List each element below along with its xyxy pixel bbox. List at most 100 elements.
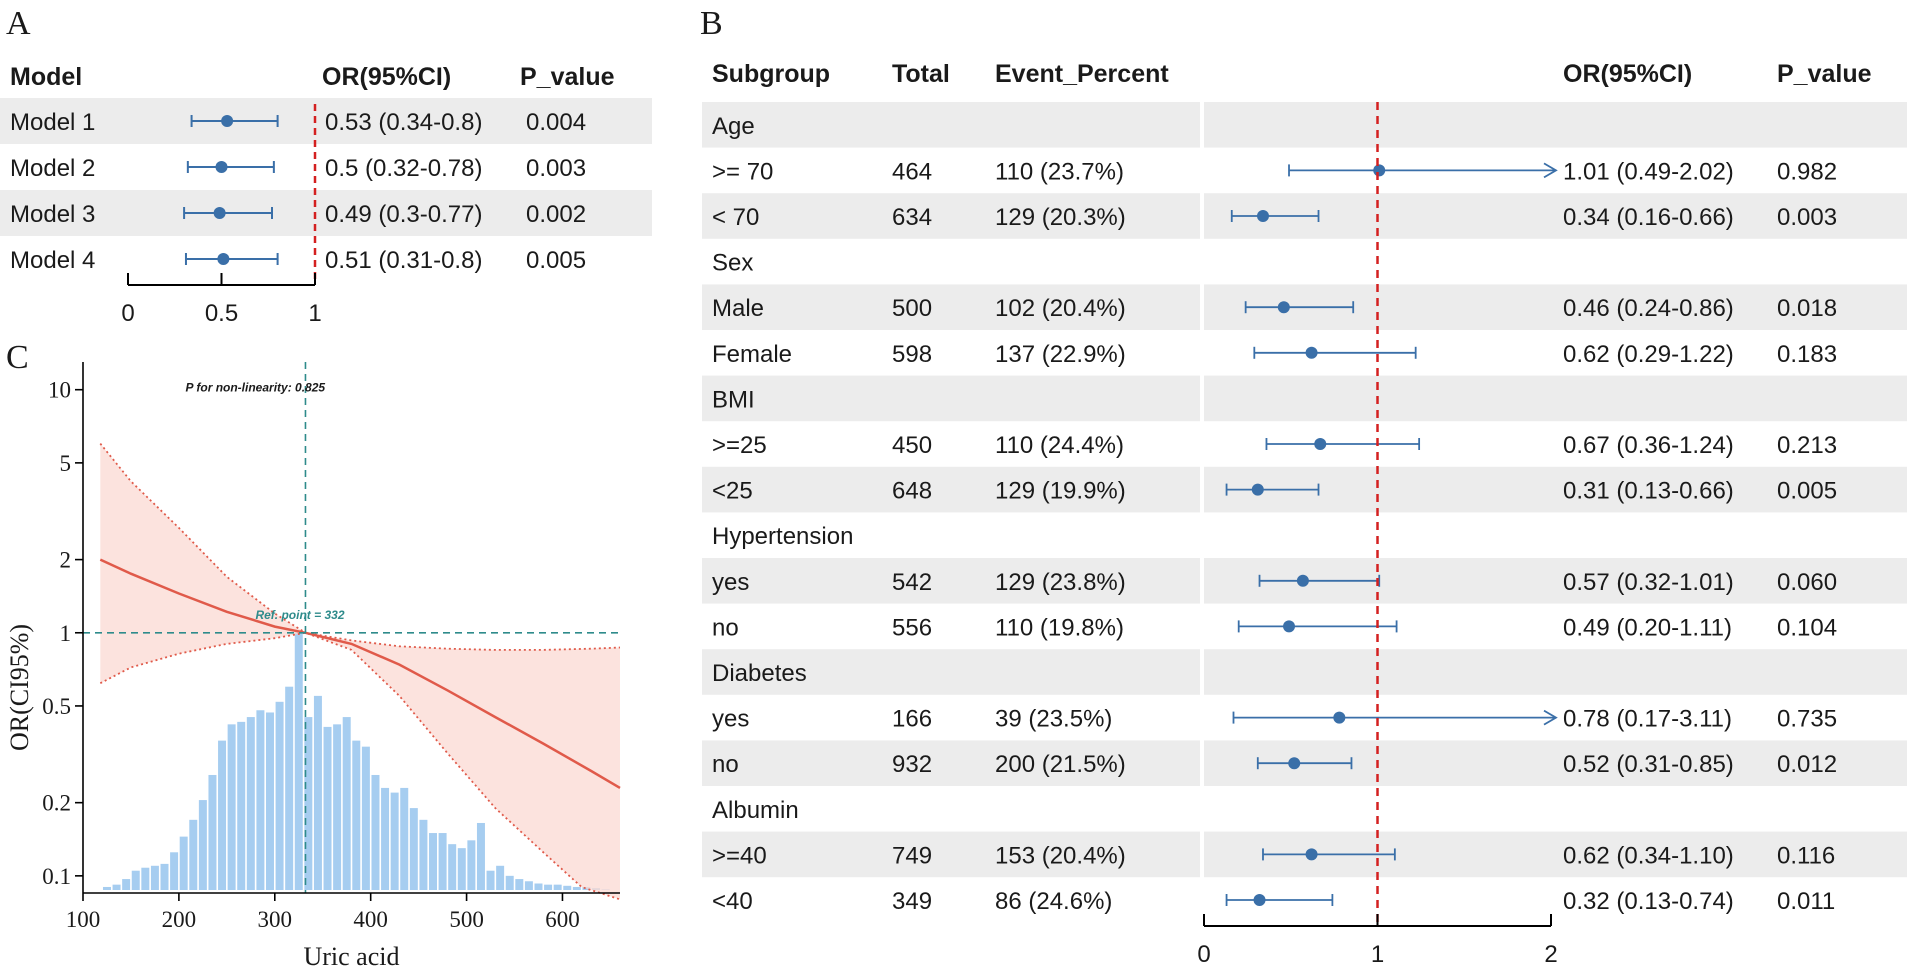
- b-row-or-text: 1.01 (0.49-2.02): [1563, 158, 1734, 185]
- b-row-p-value: 0.011: [1777, 888, 1835, 915]
- c-lower-ci-line: [99, 631, 621, 901]
- b-row-label: yes: [712, 569, 749, 596]
- b-row-label: <25: [712, 478, 753, 505]
- a-row-shade: [0, 190, 652, 236]
- c-or-curve: [99, 558, 621, 789]
- c-x-tick-label: 300: [258, 907, 293, 932]
- b-row-shade: [702, 193, 1200, 239]
- b-row-p-value: 0.005: [1777, 478, 1837, 505]
- b-row-shade: [702, 375, 1200, 422]
- b-row-or-text: 0.62 (0.34-1.10): [1563, 842, 1734, 869]
- c-upper-ci-line: [99, 443, 621, 651]
- panel-b-subgroup-forest-plot: Subgroup Total Event_Percent OR(95%CI) P…: [702, 60, 1907, 968]
- b-row-event: 39 (23.5%): [995, 706, 1112, 733]
- b-point-estimate: [1288, 757, 1301, 770]
- b-point-estimate: [1305, 848, 1318, 861]
- c-histogram-bar: [381, 787, 390, 890]
- a-axis-tick-label: 0: [121, 300, 134, 327]
- b-row-total: 648: [892, 478, 932, 505]
- b-row-shade: [702, 466, 1200, 513]
- c-y-axis-title: OR(CI95%): [5, 624, 34, 751]
- c-histogram-bar: [544, 884, 553, 890]
- c-histogram-bar: [246, 717, 255, 890]
- a-row-p-value: 0.003: [526, 155, 586, 182]
- a-row-or-text: 0.5 (0.32-0.78): [325, 155, 482, 182]
- b-row-or-text: 0.67 (0.36-1.24): [1563, 432, 1734, 459]
- a-axis-tick-label: 0.5: [205, 300, 238, 327]
- panel-label-c: C: [6, 339, 29, 376]
- a-header-or: OR(95%CI): [322, 63, 451, 91]
- c-histogram-bar: [237, 721, 246, 890]
- b-row-total: 464: [892, 158, 932, 185]
- c-x-axis-title: Uric acid: [303, 942, 399, 971]
- panel-label-b: B: [700, 5, 723, 42]
- c-y-tick-label: 0.2: [42, 791, 71, 816]
- c-histogram-bar: [265, 712, 274, 890]
- b-group-header: Diabetes: [712, 660, 807, 687]
- b-row-event: 200 (21.5%): [995, 751, 1126, 778]
- b-row-p-value: 0.012: [1777, 751, 1837, 778]
- c-histogram-bar: [179, 836, 188, 890]
- b-row-shade: [702, 831, 1200, 878]
- a-row-label: Model 2: [10, 155, 95, 182]
- b-row-p-value: 0.116: [1777, 842, 1835, 869]
- b-row-event: 110 (19.8%): [995, 614, 1124, 641]
- c-histogram-bar: [189, 819, 198, 890]
- b-row-label: < 70: [712, 204, 759, 231]
- a-row-p-value: 0.002: [526, 201, 586, 228]
- c-nonlinearity-annotation: P for non-linearity: 0.825: [185, 381, 325, 395]
- b-header-total: Total: [892, 60, 950, 88]
- c-histogram-bar: [285, 686, 294, 890]
- a-row-p-value: 0.004: [526, 109, 586, 136]
- b-point-estimate: [1333, 711, 1346, 724]
- b-row-or-text: 0.31 (0.13-0.66): [1563, 478, 1734, 505]
- a-x-axis: 0 0.5 1: [121, 273, 322, 327]
- c-y-tick-label: 10: [48, 378, 71, 403]
- b-row-event: 129 (19.9%): [995, 478, 1126, 505]
- c-y-tick-label: 2: [60, 548, 72, 573]
- b-row-shade: [702, 649, 1200, 695]
- b-row-total: 500: [892, 295, 932, 322]
- c-y-tick-label: 0.1: [42, 864, 71, 889]
- b-point-estimate: [1251, 483, 1264, 496]
- c-histogram-bar: [361, 746, 370, 890]
- a-row-shade: [0, 98, 652, 144]
- b-row-shade: [1204, 193, 1907, 239]
- c-histogram-bar: [572, 886, 581, 890]
- b-row-or-text: 0.34 (0.16-0.66): [1563, 204, 1734, 231]
- b-row-shade: [1204, 466, 1907, 513]
- b-row-shade: [702, 740, 1200, 786]
- b-row-event: 153 (20.4%): [995, 842, 1126, 869]
- c-y-tick-label: 1: [60, 621, 72, 646]
- b-row-shade: [1204, 375, 1907, 422]
- b-axis-tick-label: 2: [1544, 941, 1557, 968]
- b-row-p-value: 0.213: [1777, 432, 1837, 459]
- b-header-p: P_value: [1777, 60, 1872, 88]
- a-row-or-text: 0.53 (0.34-0.8): [325, 109, 482, 136]
- b-row-label: >= 70: [712, 158, 773, 185]
- b-row-or-text: 0.57 (0.32-1.01): [1563, 569, 1734, 596]
- c-histogram-bar: [429, 833, 438, 890]
- b-row-label: no: [712, 614, 739, 641]
- c-histogram-bar: [563, 885, 572, 890]
- c-histogram-bar: [390, 792, 399, 890]
- b-x-axis: 0 1 2: [1197, 914, 1558, 968]
- b-row-event: 110 (24.4%): [995, 432, 1124, 459]
- b-row-label: >=25: [712, 432, 767, 459]
- c-histogram-bar: [313, 695, 322, 890]
- panel-a-forest-plot: Model OR(95%CI) P_value Model 1 0.53 (0.3…: [0, 63, 652, 327]
- b-group-header: BMI: [712, 386, 755, 413]
- b-row-or-text: 0.49 (0.20-1.11): [1563, 614, 1732, 641]
- b-point-estimate: [1314, 438, 1327, 450]
- b-row-total: 598: [892, 341, 932, 368]
- b-row-total: 349: [892, 888, 932, 915]
- c-histogram-bar: [467, 840, 476, 890]
- c-ref-point-label: Ref. point = 332: [255, 608, 344, 622]
- b-row-total: 450: [892, 432, 932, 459]
- a-point-estimate: [221, 115, 234, 127]
- b-row-event: 137 (22.9%): [995, 341, 1126, 368]
- a-header-p: P_value: [520, 63, 615, 91]
- c-histogram-bar: [170, 852, 179, 890]
- panel-label-a: A: [6, 5, 31, 42]
